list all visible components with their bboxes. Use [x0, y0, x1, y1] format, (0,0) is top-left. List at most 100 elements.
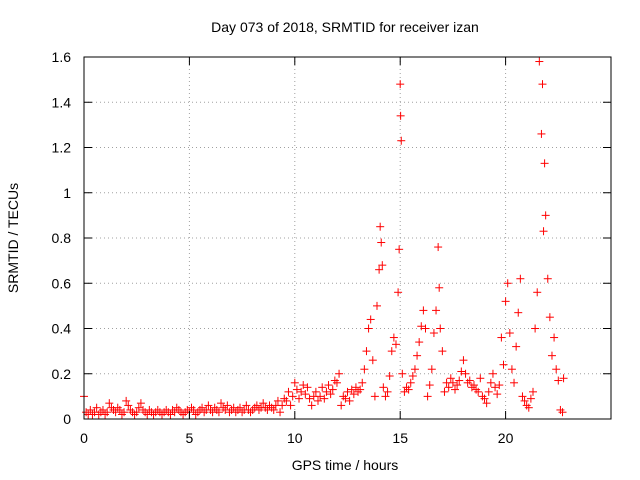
- y-tick-label: 0.4: [52, 321, 72, 337]
- data-point: [326, 390, 335, 399]
- data-point: [200, 408, 209, 417]
- x-axis-title: GPS time / hours: [292, 457, 399, 473]
- data-point: [510, 378, 519, 387]
- data-point: [347, 385, 356, 394]
- data-point: [358, 378, 367, 387]
- data-point: [423, 392, 432, 401]
- data-point: [547, 351, 556, 360]
- y-tick-label: 1.6: [52, 49, 72, 65]
- data-point: [113, 403, 122, 412]
- data-point: [217, 399, 226, 408]
- data-point: [320, 394, 329, 403]
- data-point: [98, 405, 107, 414]
- data-point: [376, 222, 385, 231]
- data-point: [130, 410, 139, 419]
- data-point: [278, 401, 287, 410]
- data-point: [396, 80, 405, 89]
- data-point: [400, 387, 409, 396]
- data-point: [339, 392, 348, 401]
- data-point: [419, 306, 428, 315]
- data-point: [395, 245, 404, 254]
- chart-title: Day 073 of 2018, SRMTID for receiver iza…: [211, 19, 479, 35]
- y-tick-label: 0.2: [52, 366, 72, 382]
- data-point: [387, 347, 396, 356]
- data-point: [499, 360, 508, 369]
- data-point: [381, 392, 390, 401]
- data-point: [397, 136, 406, 145]
- data-point: [541, 211, 550, 220]
- data-point: [362, 347, 371, 356]
- data-point: [444, 383, 453, 392]
- data-point: [396, 111, 405, 120]
- data-point: [453, 381, 462, 390]
- data-point: [432, 306, 441, 315]
- data-point: [370, 392, 379, 401]
- y-tick-label: 0.8: [52, 230, 72, 246]
- data-point: [375, 265, 384, 274]
- data-point: [273, 396, 282, 405]
- data-point: [545, 313, 554, 322]
- data-point: [469, 381, 478, 390]
- data-point: [505, 329, 514, 338]
- data-point: [368, 356, 377, 365]
- data-point: [349, 390, 358, 399]
- data-point: [259, 399, 268, 408]
- data-point: [332, 378, 341, 387]
- data-point: [435, 283, 444, 292]
- data-point: [394, 288, 403, 297]
- data-point: [280, 394, 289, 403]
- data-point: [345, 396, 354, 405]
- data-point: [157, 410, 166, 419]
- data-point: [316, 392, 325, 401]
- data-point: [313, 396, 322, 405]
- data-point: [377, 238, 386, 247]
- data-point: [389, 333, 398, 342]
- data-point: [254, 405, 263, 414]
- data-point: [360, 365, 369, 374]
- axis-ticks: 0 0.2 0.4 0.6 0.8 1 1.2 1.4 1.6 0 5 10 15 20: [52, 49, 611, 446]
- data-point: [337, 401, 346, 410]
- data-point: [463, 378, 472, 387]
- data-point: [252, 401, 261, 410]
- x-tick-label: 10: [287, 430, 303, 446]
- data-point: [520, 396, 529, 405]
- data-point: [482, 399, 491, 408]
- data-point: [286, 401, 295, 410]
- data-point: [533, 288, 542, 297]
- x-tick-label: 20: [498, 430, 514, 446]
- data-point: [330, 376, 339, 385]
- data-point: [535, 57, 544, 66]
- data-point: [497, 333, 506, 342]
- data-point: [427, 365, 436, 374]
- x-tick-label: 5: [186, 430, 194, 446]
- data-point: [529, 387, 538, 396]
- data-point: [554, 376, 563, 385]
- data-point: [540, 159, 549, 168]
- data-point: [122, 396, 131, 405]
- data-point: [198, 403, 207, 412]
- data-point: [324, 381, 333, 390]
- data-point: [311, 387, 320, 396]
- data-point: [284, 387, 293, 396]
- data-point: [204, 401, 213, 410]
- data-point: [219, 403, 228, 412]
- data-point: [356, 385, 365, 394]
- data-point: [318, 383, 327, 392]
- grid: [84, 57, 611, 419]
- data-point: [307, 401, 316, 410]
- data-point: [526, 394, 535, 403]
- data-point: [559, 374, 568, 383]
- data-point: [448, 378, 457, 387]
- data-point: [417, 322, 426, 331]
- data-point: [292, 385, 301, 394]
- data-point: [378, 261, 387, 270]
- data-point: [518, 392, 527, 401]
- data-point: [210, 403, 219, 412]
- data-point: [550, 333, 559, 342]
- data-point: [516, 274, 525, 283]
- data-point: [459, 356, 468, 365]
- data-point: [305, 394, 314, 403]
- data-point: [461, 369, 470, 378]
- data-point: [558, 408, 567, 417]
- data-point: [117, 410, 126, 419]
